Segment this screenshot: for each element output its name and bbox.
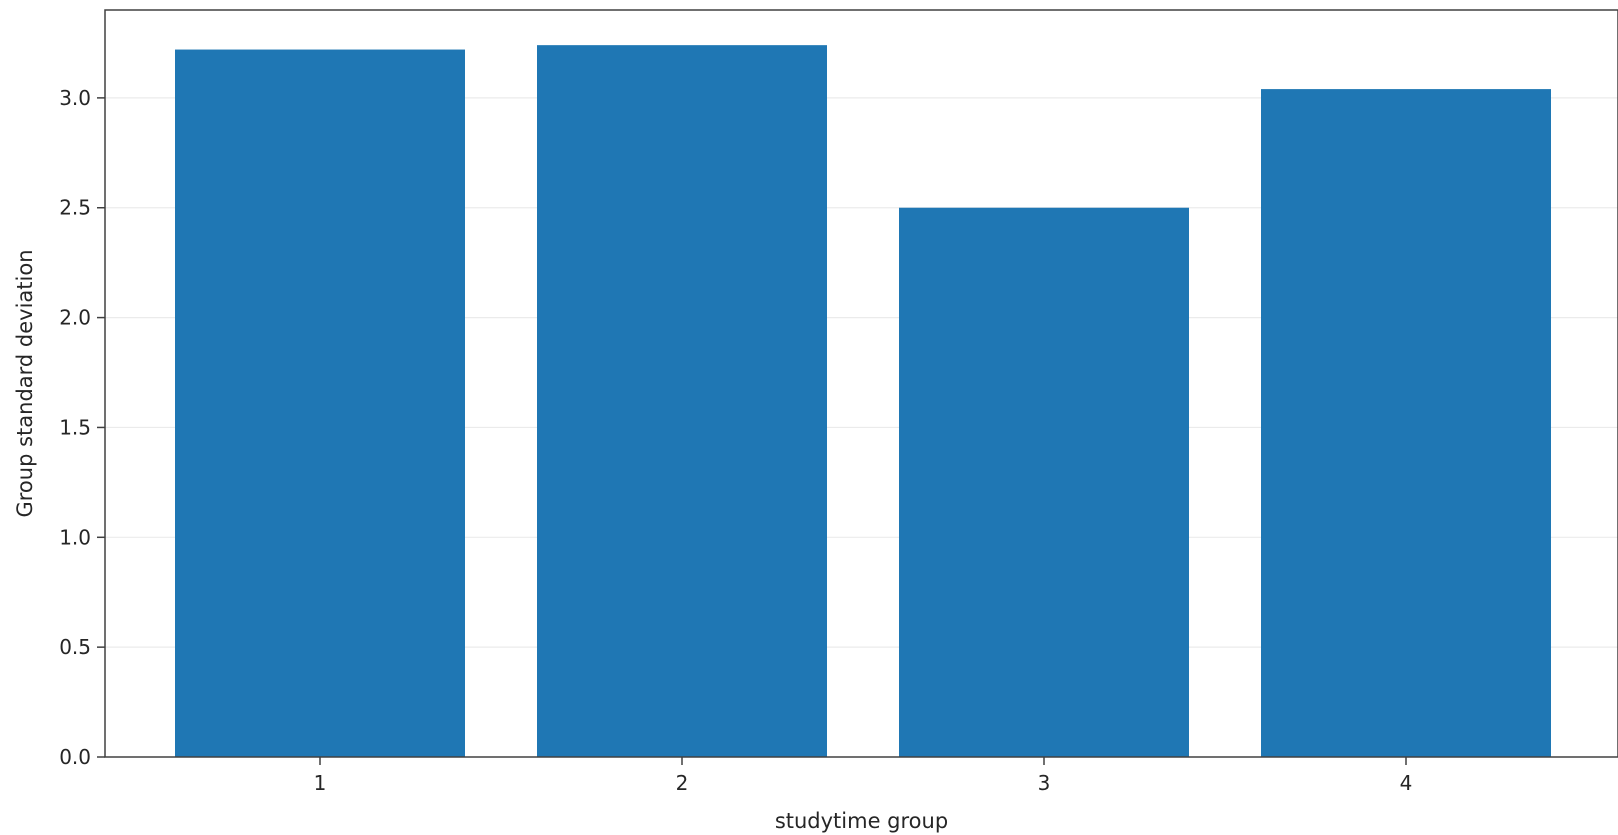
bar-2 — [537, 45, 827, 757]
x-tick-label: 1 — [314, 771, 327, 795]
bars — [175, 45, 1551, 757]
x-axis-ticks: 1 2 3 4 — [314, 757, 1413, 795]
y-tick-label: 1.5 — [59, 415, 91, 439]
y-tick-label: 1.0 — [59, 525, 91, 549]
y-tick-label: 0.0 — [59, 745, 91, 769]
y-tick-label: 2.5 — [59, 196, 91, 220]
x-axis-label: studytime group — [775, 809, 948, 833]
x-tick-label: 4 — [1400, 771, 1413, 795]
y-axis-label: Group standard deviation — [13, 249, 37, 517]
bar-3 — [899, 207, 1189, 757]
plot-frame — [104, 9, 1618, 758]
bar-4 — [1261, 89, 1551, 757]
x-tick-label: 3 — [1038, 771, 1051, 795]
bar-1 — [175, 49, 465, 757]
y-tick-label: 0.5 — [59, 635, 91, 659]
y-tick-label: 3.0 — [59, 86, 91, 110]
x-tick-label: 2 — [676, 771, 689, 795]
y-axis-ticks: 0.0 0.5 1.0 1.5 2.0 2.5 3.0 — [59, 86, 105, 769]
y-tick-label: 2.0 — [59, 306, 91, 330]
